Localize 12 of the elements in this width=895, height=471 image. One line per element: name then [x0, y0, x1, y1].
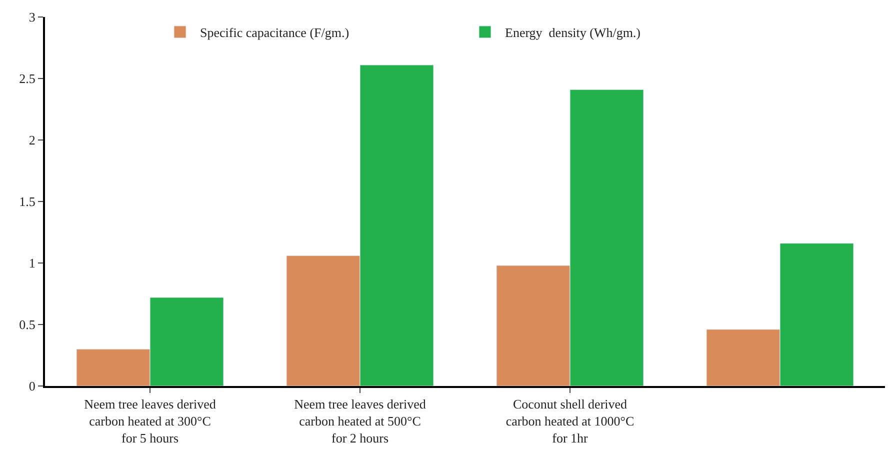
y-tick-label: 2 — [28, 132, 36, 148]
y-tick-label: 0.5 — [19, 317, 36, 332]
legend-label: Specific capacitance (F/gm.) — [200, 25, 350, 40]
x-tick-label: Neem tree leaves derived carbon heated at 500°C for 2 hours — [294, 396, 426, 446]
x-tick-label: Coconut shell derived carbon heated at 1000°C for 1hr — [506, 396, 634, 446]
y-tick-label: 3 — [28, 10, 36, 25]
y-tick-label: 1.5 — [19, 194, 36, 210]
y-tick-label: 0 — [28, 378, 36, 394]
x-tick-label: Neem tree leaves derived carbon heated at 300°C for 5 hours — [84, 396, 216, 446]
y-tick-label: 1 — [28, 256, 36, 271]
legend-label: Energy density (Wh/gm.) — [505, 25, 641, 40]
y-tick-label: 2.5 — [19, 71, 36, 86]
